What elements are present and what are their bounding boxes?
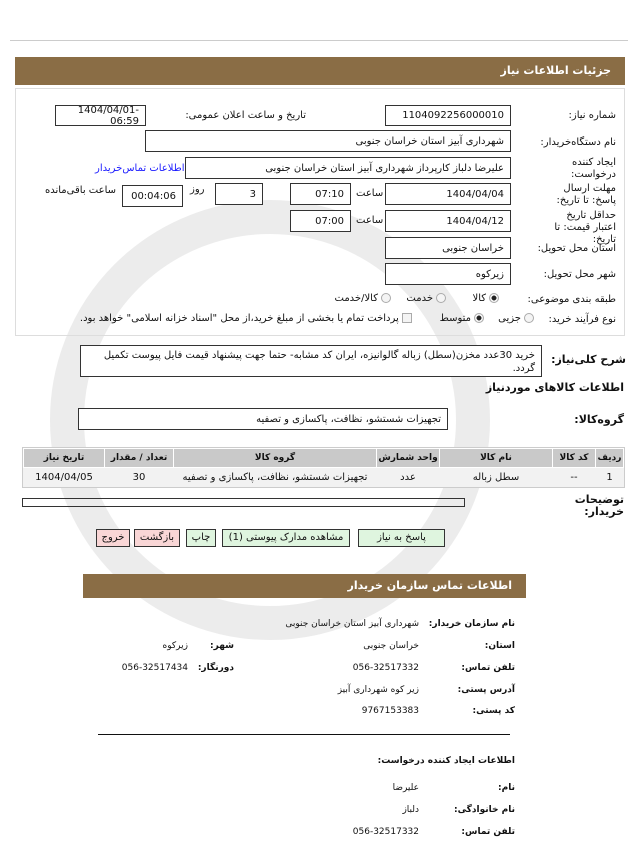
radio-service[interactable]: خدمت — [406, 293, 446, 305]
address-value: زیر کوه شهرداری آبیز — [337, 685, 419, 695]
goods-title: اطلاعات کالاهای موردنیاز — [485, 381, 624, 394]
radio-medium[interactable]: متوسط — [440, 313, 484, 325]
process-label: نوع فرآیند خرید: — [548, 314, 617, 325]
family-label: نام خانوادگی: — [453, 805, 515, 815]
deadline-label: مهلت ارسال پاسخ: تا تاریخ: — [556, 183, 617, 206]
announce-field[interactable]: 1404/04/01- 06:59 — [55, 105, 146, 127]
address-label: آدرس پستی: — [457, 685, 515, 695]
fax-label: دورنگار: — [197, 663, 234, 673]
col-header: تعداد / مقدار — [104, 448, 174, 468]
deadline-date-field[interactable]: 1404/04/04 — [385, 183, 511, 205]
radio-icon[interactable] — [436, 293, 446, 303]
province-value: خراسان جنوبی — [363, 641, 419, 651]
form-panel — [15, 88, 625, 336]
postal-value: 9767153383 — [361, 706, 419, 716]
family-value: دلباز — [402, 805, 419, 815]
print-button[interactable]: چاپ — [186, 529, 216, 547]
city-value: زیرکوه — [162, 641, 188, 651]
buyer-notes-field[interactable] — [22, 498, 465, 507]
creator-field[interactable]: علیرضا دلباز کارپرداز شهرداری آبیز استان… — [185, 157, 511, 179]
radio-minor[interactable]: جزیی — [498, 313, 534, 325]
announce-label: تاریخ و ساعت اعلان عمومی: — [185, 110, 306, 121]
table-row: 1 -- سطل زباله عدد تجهیزات شستشو، نظافت،… — [24, 468, 624, 488]
radio-icon[interactable] — [524, 313, 534, 323]
checkbox[interactable] — [402, 313, 412, 323]
name-value: علیرضا — [392, 783, 419, 793]
page-header: جزئیات اطلاعات نیاز — [15, 57, 625, 85]
validity-date-field[interactable]: 1404/04/12 — [385, 210, 511, 232]
col-header: ردیف — [595, 448, 624, 468]
days-field[interactable]: 3 — [215, 183, 263, 205]
reply-button[interactable]: پاسخ به نیاز — [358, 529, 445, 547]
goods-table: ردیف کد کالا نام کالا واحد شمارش گروه کا… — [23, 448, 624, 487]
cell: 1404/04/05 — [35, 472, 93, 483]
col-header: کد کالا — [552, 448, 596, 468]
cell: -- — [570, 472, 578, 483]
city-label: شهر: — [210, 641, 234, 651]
description-field[interactable]: خرید 30عدد مخزن(سطل) زباله گالوانیزه، ای… — [80, 345, 542, 377]
cell: سطل زباله — [472, 472, 520, 483]
radio-icon[interactable] — [474, 313, 484, 323]
buyer-notes-label: توضیحات خریدار: — [574, 493, 624, 518]
creator-phone-label: تلفن تماس: — [461, 827, 515, 837]
city-label: شهر محل تحویل: — [543, 269, 616, 280]
cell: عدد — [400, 472, 416, 483]
payment-option[interactable]: پرداخت تمام یا بخشی از مبلغ خرید،از محل … — [22, 313, 412, 325]
days-label: روز — [190, 184, 205, 195]
cell: 30 — [132, 472, 146, 483]
validity-time-field[interactable]: 07:00 — [290, 210, 351, 232]
radio-icon[interactable] — [381, 293, 391, 303]
city-field[interactable]: زیرکوه — [385, 263, 511, 285]
creator-phone-value: 056-32517332 — [352, 827, 419, 837]
remaining-field[interactable]: 00:04:06 — [122, 185, 183, 207]
cell: 1 — [606, 472, 613, 483]
remaining-label: ساعت باقی‌مانده — [44, 185, 116, 196]
phone-value: 056-32517332 — [352, 663, 419, 673]
name-label: نام: — [498, 783, 515, 793]
org-value: شهرداری آبیز استان خراسان جنوبی — [285, 619, 419, 629]
cell: تجهیزات شستشو، نظافت، پاکسازی و تصفیه — [182, 472, 368, 483]
goods-table-wrap: ردیف کد کالا نام کالا واحد شمارش گروه کا… — [22, 447, 625, 488]
divider — [10, 40, 628, 41]
deadline-time-field[interactable]: 07:10 — [290, 183, 351, 205]
radio-icon[interactable] — [489, 293, 499, 303]
province-field[interactable]: خراسان جنوبی — [385, 237, 511, 259]
buyer-org-field[interactable]: شهرداری آبیز استان خراسان جنوبی — [145, 130, 511, 152]
table-header: ردیف کد کالا نام کالا واحد شمارش گروه کا… — [23, 448, 624, 468]
province-label: استان: — [484, 641, 515, 651]
time-label: ساعت — [356, 215, 384, 226]
fax-value: 056-32517434 — [121, 663, 188, 673]
col-header: گروه کالا — [173, 448, 377, 468]
contact-header: اطلاعات تماس سازمان خریدار — [83, 574, 526, 598]
col-header: واحد شمارش — [376, 448, 440, 468]
phone-label: تلفن تماس: — [461, 663, 515, 673]
attachments-button[interactable]: مشاهده مدارک پیوستی (1) — [222, 529, 350, 547]
need-number-field[interactable]: 1104092256000010 — [385, 105, 511, 126]
description-label: شرح کلی‌نیاز: — [551, 353, 626, 366]
postal-label: کد پستی: — [472, 706, 515, 716]
need-number-label: شماره نیاز: — [568, 110, 617, 121]
buyer-contact-link[interactable]: اطلاعات تماس‌خریدار — [95, 163, 185, 174]
col-header: تاریخ نیاز — [23, 448, 105, 468]
back-button[interactable]: بازگشت — [134, 529, 180, 547]
time-label: ساعت — [356, 188, 384, 199]
col-header: نام کالا — [439, 448, 553, 468]
goods-group-label: گروه‌کالا: — [574, 413, 624, 426]
validity-label: حداقل تاریخ اعتبار قیمت: تا تاریخ: — [554, 210, 616, 245]
creator-title: اطلاعات ایجاد کننده درخواست: — [377, 756, 515, 766]
radio-goods[interactable]: کالا — [472, 293, 499, 305]
province-label: استان محل تحویل: — [537, 243, 616, 254]
goods-group-field[interactable]: تجهیزات شستشو، نظافت، پاکسازی و تصفیه — [78, 408, 448, 430]
radio-goods-service[interactable]: کالا/خدمت — [335, 293, 391, 305]
exit-button[interactable]: خروج — [96, 529, 130, 547]
org-label: نام سازمان خریدار: — [428, 619, 515, 629]
category-label: طبقه بندی موضوعی: — [527, 294, 616, 305]
creator-label: ایجاد کننده درخواست: — [571, 157, 616, 180]
divider — [98, 734, 510, 735]
buyer-org-label: نام دستگاه‌خریدار: — [540, 137, 616, 148]
